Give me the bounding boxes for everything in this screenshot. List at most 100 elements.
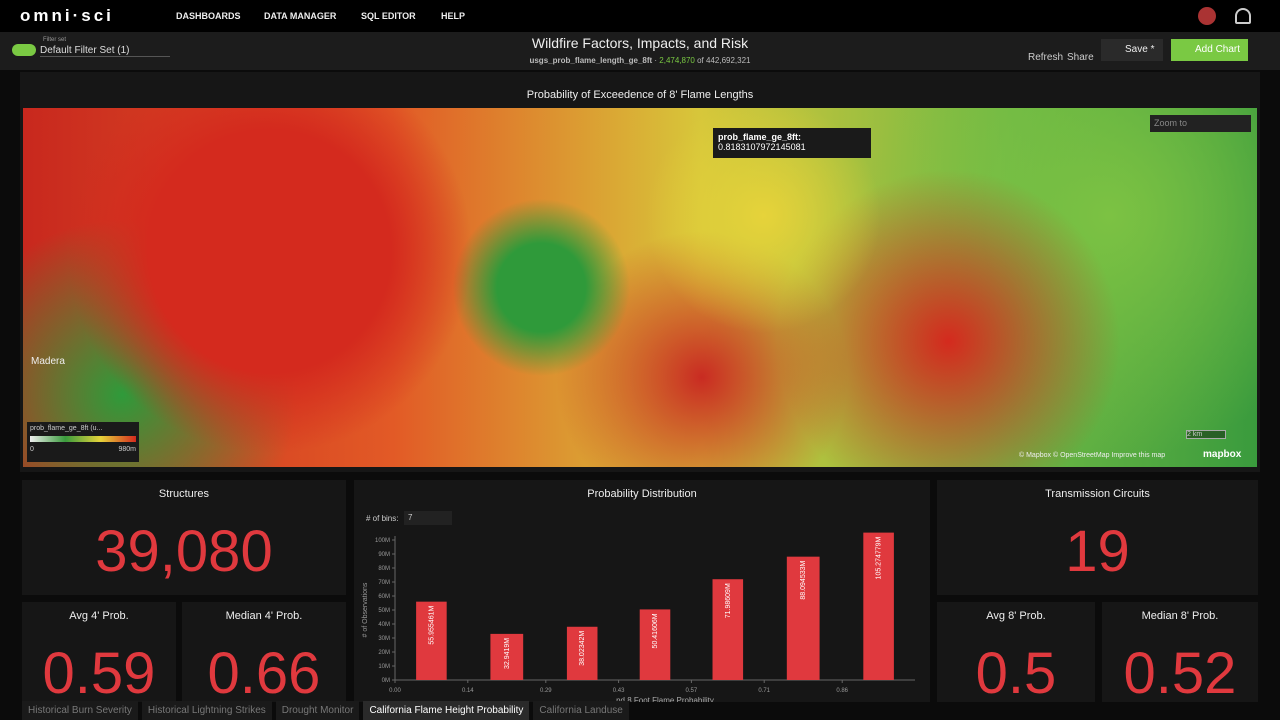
bar-label: 38.02342M [579, 631, 586, 666]
big-number: 0.52 [1123, 641, 1237, 706]
x-tick-label: 0.29 [540, 688, 552, 694]
big-number: 0.5 [975, 641, 1057, 706]
total-count: 442,692,321 [706, 56, 751, 65]
bar [863, 532, 894, 680]
panel-title: Structures [158, 488, 210, 500]
y-tick-label: 40M [378, 622, 390, 628]
y-tick-label: 20M [378, 650, 390, 656]
y-tick-label: 80M [378, 566, 390, 572]
bar-label: 88.094533M [800, 561, 807, 600]
tab[interactable]: California Flame Height Probability [363, 701, 530, 720]
x-tick-label: 0.00 [389, 688, 401, 694]
y-tick-label: 90M [378, 552, 390, 558]
share-button[interactable]: Share [1067, 52, 1094, 63]
bar-label: 55.955461M [428, 605, 435, 644]
x-axis-label: nd 8 Foot Flame Probability [616, 696, 714, 702]
x-tick-label: 0.86 [836, 688, 848, 694]
bar [490, 633, 524, 680]
bar [639, 609, 671, 680]
avatar[interactable] [1198, 7, 1216, 25]
bar [712, 579, 744, 680]
big-number: 0.66 [207, 641, 321, 706]
number-panel: Avg 4' Prob. 0.59 [22, 602, 176, 706]
menu-item[interactable]: DASHBOARDS [176, 11, 241, 21]
x-tick-label: 0.71 [758, 688, 770, 694]
y-axis-label: # of Observations [362, 582, 369, 637]
zoom-input[interactable]: Zoom to [1150, 115, 1251, 132]
user-icon[interactable] [1235, 8, 1251, 24]
tooltip: prob_flame_ge_8ft: 0.8183107972145081 [713, 128, 871, 158]
tab[interactable]: California Landuse [533, 701, 629, 720]
refresh-button[interactable]: Refresh [1028, 52, 1064, 63]
x-tick-label: 0.14 [462, 688, 474, 694]
legend-title: prob_flame_ge_8ft (u... [30, 425, 103, 432]
legend-max: 980m [118, 446, 136, 453]
big-number: 19 [1065, 519, 1130, 584]
bar-label: 71.98609M [725, 583, 732, 618]
tab[interactable]: Historical Burn Severity [22, 701, 138, 720]
panel-title: Avg 8' Prob. [986, 610, 1046, 622]
add-chart-button[interactable]: Add Chart [1171, 39, 1248, 61]
filter-label: Filter set [43, 37, 67, 43]
histogram-panel: Probability Distribution # of bins: 7 0M… [354, 480, 930, 702]
y-tick-label: 0M [382, 678, 390, 684]
panel-title: Median 8' Prob. [1141, 610, 1219, 622]
save-button[interactable]: Save * [1101, 39, 1163, 61]
map[interactable]: prob_flame_ge_8ft: 0.8183107972145081 Zoo… [23, 108, 1257, 467]
big-number: 39,080 [95, 519, 273, 584]
number-panel: Median 8' Prob. 0.52 [1102, 602, 1258, 706]
legend-scale [30, 436, 136, 442]
attribution-item[interactable]: Improve this map [1111, 452, 1166, 459]
number-panel: Avg 8' Prob. 0.5 [937, 602, 1095, 706]
y-tick-label: 30M [378, 636, 390, 642]
number-panel: Median 4' Prob. 0.66 [182, 602, 346, 706]
bins-input[interactable]: 7 [404, 511, 452, 525]
tooltip-value: 0.8183107972145081 [718, 142, 806, 152]
bar-label: 32.9419M [504, 638, 511, 669]
chart-title: Probability Distribution [587, 488, 697, 500]
menu-item[interactable]: SQL EDITOR [361, 11, 416, 21]
place-label: Madera [31, 356, 65, 367]
bar [416, 601, 447, 680]
mapbox-logo[interactable]: mapbox [1203, 449, 1242, 460]
attribution-item[interactable]: © OpenStreetMap [1052, 452, 1110, 459]
tooltip-label: prob_flame_ge_8ft: [718, 132, 802, 142]
y-tick-label: 70M [378, 580, 390, 586]
x-tick-label: 0.43 [613, 688, 625, 694]
navbar: omni·sci DASHBOARDS DATA MANAGER SQL EDI… [0, 0, 1280, 32]
of: of [697, 56, 704, 65]
y-tick-label: 60M [378, 594, 390, 600]
menu-item[interactable]: HELP [441, 11, 466, 21]
tab[interactable]: Historical Lightning Strikes [141, 701, 272, 720]
histogram: 0M 10M 20M 30M 40M 50M 60M 70M 80M 90M 100M 0.00 0.1… [362, 532, 915, 702]
map-title: Probability of Exceedence of 8' Flame Le… [526, 89, 754, 101]
bar [786, 556, 820, 680]
menu-item[interactable]: DATA MANAGER [264, 11, 337, 21]
x-tick-label: 0.57 [686, 688, 698, 694]
toggle[interactable] [12, 44, 36, 56]
dashboard-title: Wildfire Factors, Impacts, and Risk [531, 35, 749, 51]
toolbar: Filter set Default Filter Set (1) Wildfi… [0, 32, 1280, 70]
filter-select[interactable]: Default Filter Set (1) [40, 45, 170, 57]
y-tick-label: 10M [378, 664, 390, 670]
panel-title: Avg 4' Prob. [69, 610, 129, 622]
legend: prob_flame_ge_8ft (u... 0 980m [27, 422, 139, 462]
scale-bar: 2 km [1186, 430, 1226, 439]
number-panel: Structures 39,080 [22, 480, 346, 595]
brand[interactable]: omni·sci [20, 6, 114, 25]
filtered-count: 2,474,870 [659, 56, 695, 65]
panel-title: Median 4' Prob. [225, 610, 303, 622]
legend-min: 0 [30, 446, 34, 453]
attribution-item[interactable]: © Mapbox [1019, 452, 1052, 459]
source-line: usgs_prob_flame_length_ge_8ft · 2,474,87… [529, 56, 751, 65]
number-panel: Transmission Circuits 19 [937, 480, 1258, 595]
y-tick-label: 50M [378, 608, 390, 614]
attribution: © Mapbox © OpenStreetMap Improve this ma… [1019, 452, 1165, 459]
source: usgs_prob_flame_length_ge_8ft [529, 56, 653, 65]
tab[interactable]: Drought Monitor [275, 701, 360, 720]
y-tick-label: 100M [375, 538, 390, 544]
big-number: 0.59 [42, 641, 156, 706]
bins-label: # of bins: [366, 514, 399, 523]
panel-title: Transmission Circuits [1045, 488, 1150, 500]
